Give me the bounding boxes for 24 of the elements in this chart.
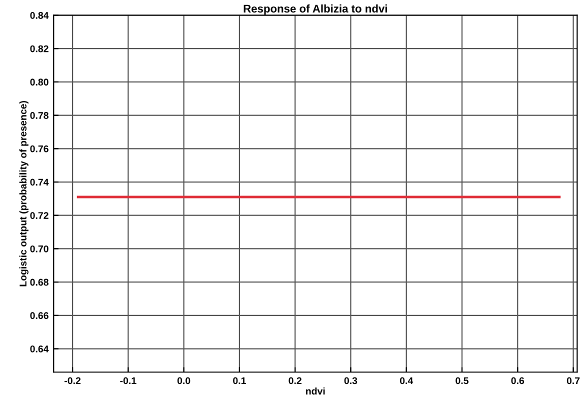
x-tick-label: 0.3 [344, 377, 358, 384]
x-tick-label: 0.1 [233, 377, 246, 384]
x-tick-label: -0.1 [120, 377, 136, 384]
x-axis-title: ndvi [306, 387, 325, 395]
y-tick-label: 0.84 [30, 12, 49, 19]
chart-title: Response of Albizia to ndvi [244, 4, 387, 15]
y-tick-label: 0.82 [30, 45, 48, 52]
x-tick-label: 0.6 [511, 377, 524, 384]
y-tick-label: 0.68 [30, 278, 48, 286]
y-tick-label: 0.70 [30, 245, 48, 252]
x-tick-label: 0.0 [177, 377, 190, 384]
y-tick-label: 0.74 [30, 178, 49, 186]
x-tick-label: 0.4 [400, 377, 414, 384]
x-tick-label: 0.7 [566, 377, 580, 384]
y-axis-title: Logistic output (probability of presence) [19, 100, 28, 286]
y-tick-label: 0.78 [30, 112, 48, 119]
y-tick-label: 0.66 [30, 312, 48, 320]
x-tick-label: 0.2 [288, 377, 302, 384]
y-tick-label: 0.76 [30, 145, 48, 152]
y-tick-label: 0.64 [30, 346, 49, 352]
y-tick-label: 0.80 [30, 78, 48, 86]
x-tick-label: 0.5 [456, 377, 468, 384]
y-tick-label: 0.72 [30, 212, 48, 219]
x-tick-label: -0.2 [64, 377, 81, 384]
